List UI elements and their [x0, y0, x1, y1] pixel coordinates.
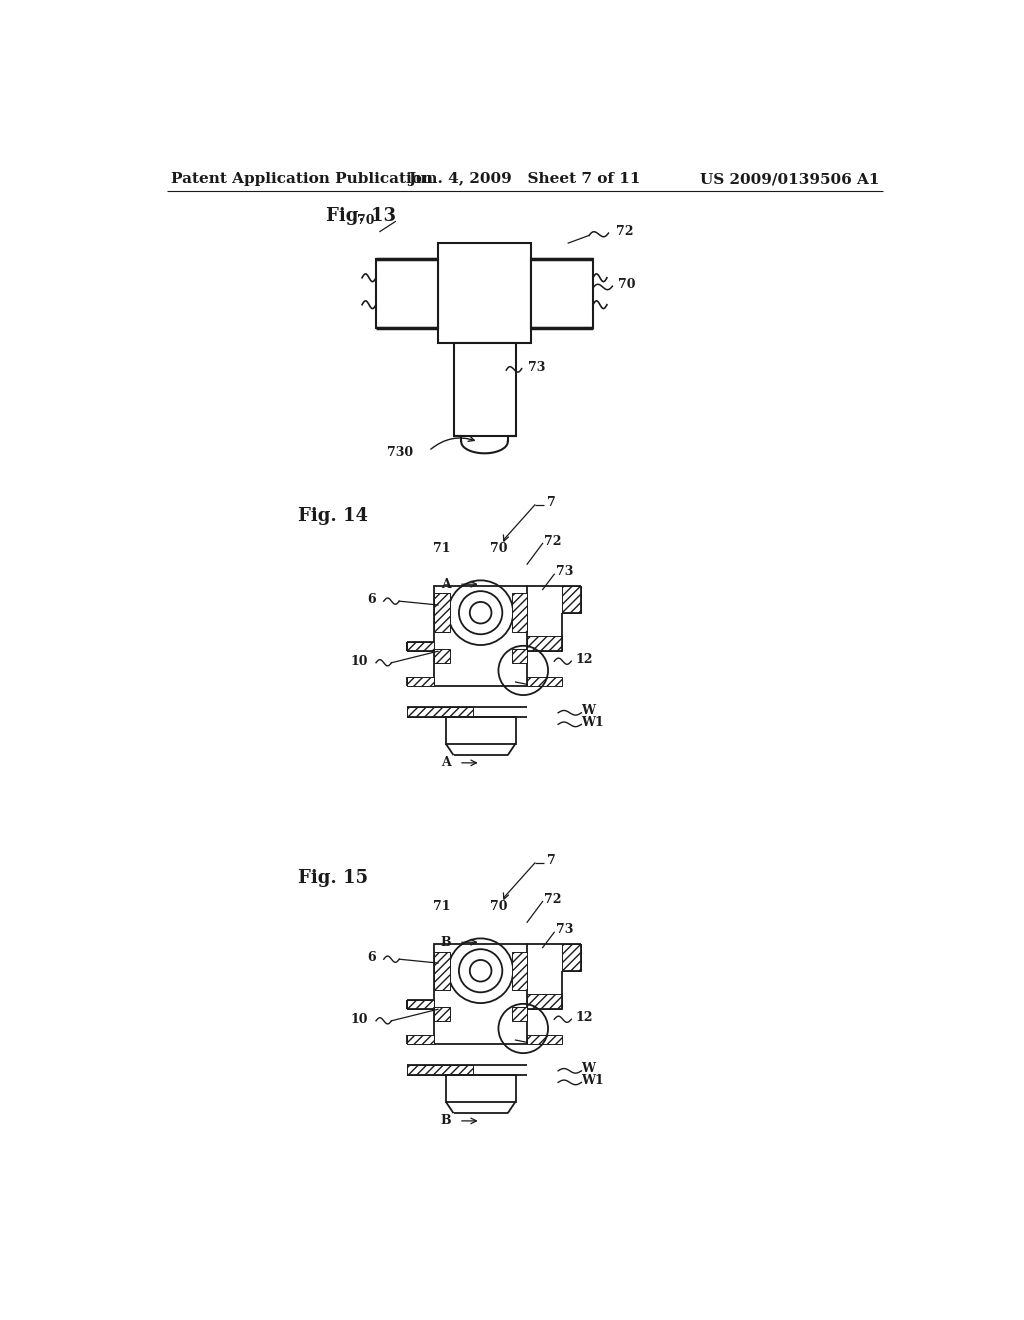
Text: Fig. 13: Fig. 13 [326, 207, 395, 226]
Bar [562, 586, 582, 612]
Bar [531, 259, 593, 327]
Bar [434, 944, 527, 1044]
Bar [407, 708, 473, 717]
Bar [407, 1035, 434, 1044]
Text: 73: 73 [556, 565, 573, 578]
Bar [434, 594, 450, 632]
Text: Fig. 15: Fig. 15 [299, 870, 369, 887]
Text: B: B [440, 936, 452, 949]
Bar [407, 1065, 473, 1074]
Text: US 2009/0139506 A1: US 2009/0139506 A1 [700, 172, 880, 186]
Bar [527, 677, 562, 686]
Text: 72: 72 [616, 224, 634, 238]
Text: 70: 70 [617, 279, 635, 292]
Bar [562, 944, 582, 970]
Text: 730: 730 [387, 446, 414, 459]
Bar [438, 243, 531, 343]
Bar [512, 649, 527, 663]
Bar [376, 259, 438, 327]
Bar [407, 677, 434, 686]
Bar [454, 343, 515, 436]
Bar [445, 1074, 515, 1102]
Text: 10: 10 [351, 655, 369, 668]
Bar [512, 594, 527, 632]
Bar [527, 636, 562, 651]
Text: 6: 6 [368, 952, 376, 964]
Text: 73: 73 [556, 924, 573, 936]
Text: 71: 71 [432, 543, 451, 556]
Text: W: W [582, 1063, 595, 1074]
Text: 10: 10 [351, 1012, 369, 1026]
Text: 12: 12 [575, 653, 593, 667]
Text: 7: 7 [547, 854, 556, 867]
Bar [434, 649, 450, 663]
Bar [445, 717, 515, 743]
Text: 72: 72 [544, 892, 562, 906]
Bar [527, 1035, 562, 1044]
Bar [512, 952, 527, 990]
Text: 70: 70 [489, 900, 508, 913]
Text: Fig. 14: Fig. 14 [299, 507, 369, 525]
Text: 70: 70 [489, 543, 508, 556]
Text: 6: 6 [368, 593, 376, 606]
Text: W1: W1 [582, 717, 604, 730]
Bar [527, 994, 562, 1010]
Bar [512, 1007, 527, 1020]
Bar [434, 1007, 450, 1020]
Text: A: A [441, 756, 452, 770]
Text: 73: 73 [528, 362, 545, 375]
Bar [434, 586, 527, 686]
Text: 7: 7 [547, 496, 556, 510]
Text: 72: 72 [544, 535, 562, 548]
Text: 71: 71 [432, 900, 451, 913]
Bar [434, 952, 450, 990]
Text: 12: 12 [575, 1011, 593, 1024]
Text: W1: W1 [582, 1074, 604, 1088]
Bar [407, 642, 434, 651]
Text: A: A [441, 578, 452, 591]
Text: Jun. 4, 2009   Sheet 7 of 11: Jun. 4, 2009 Sheet 7 of 11 [409, 172, 641, 186]
Bar [407, 1001, 434, 1010]
Text: Patent Application Publication: Patent Application Publication [171, 172, 432, 186]
Text: W: W [582, 704, 595, 717]
Text: 70: 70 [357, 214, 375, 227]
Text: B: B [440, 1114, 452, 1127]
